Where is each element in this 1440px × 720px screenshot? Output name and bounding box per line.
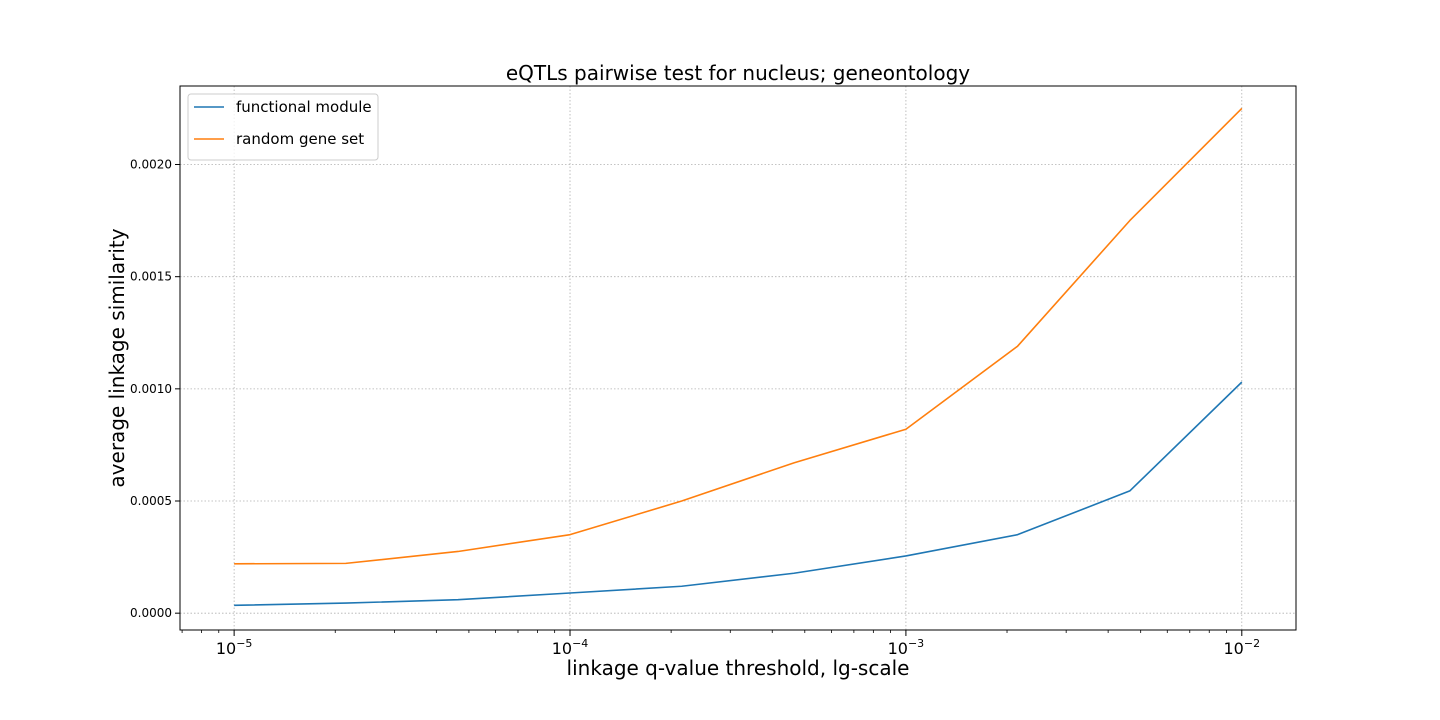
x-tick-label: 10−5 bbox=[216, 637, 253, 658]
legend-box bbox=[187, 93, 379, 161]
y-tick-label: 0.0000 bbox=[130, 606, 172, 620]
plot-frame bbox=[179, 85, 1297, 631]
y-tick-label: 0.0015 bbox=[130, 270, 172, 284]
x-tick-label: 10−2 bbox=[1224, 637, 1261, 658]
series-line-0 bbox=[234, 381, 1243, 607]
chart-title: eQTLs pairwise test for nucleus; geneont… bbox=[506, 61, 970, 85]
grid bbox=[180, 86, 1296, 630]
x-tick-label: 10−4 bbox=[552, 637, 589, 658]
x-tick-label: 10−3 bbox=[888, 637, 925, 658]
legend: functional module random gene set bbox=[187, 93, 379, 161]
series-group bbox=[234, 107, 1243, 607]
y-axis: 0.0000 0.0005 0.0010 0.0015 0.0020 bbox=[130, 158, 180, 620]
legend-label: functional module bbox=[236, 98, 372, 116]
x-axis-label: linkage q-value threshold, lg-scale bbox=[567, 656, 910, 680]
series-line-1 bbox=[234, 107, 1243, 565]
y-axis-label: average linkage similarity bbox=[105, 228, 129, 487]
y-tick-label: 0.0020 bbox=[130, 158, 172, 172]
y-tick-label: 0.0010 bbox=[130, 382, 172, 396]
x-axis: 10−5 10−4 10−3 10−2 bbox=[216, 630, 1260, 658]
legend-label: random gene set bbox=[236, 130, 364, 148]
y-tick-label: 0.0005 bbox=[130, 494, 172, 508]
